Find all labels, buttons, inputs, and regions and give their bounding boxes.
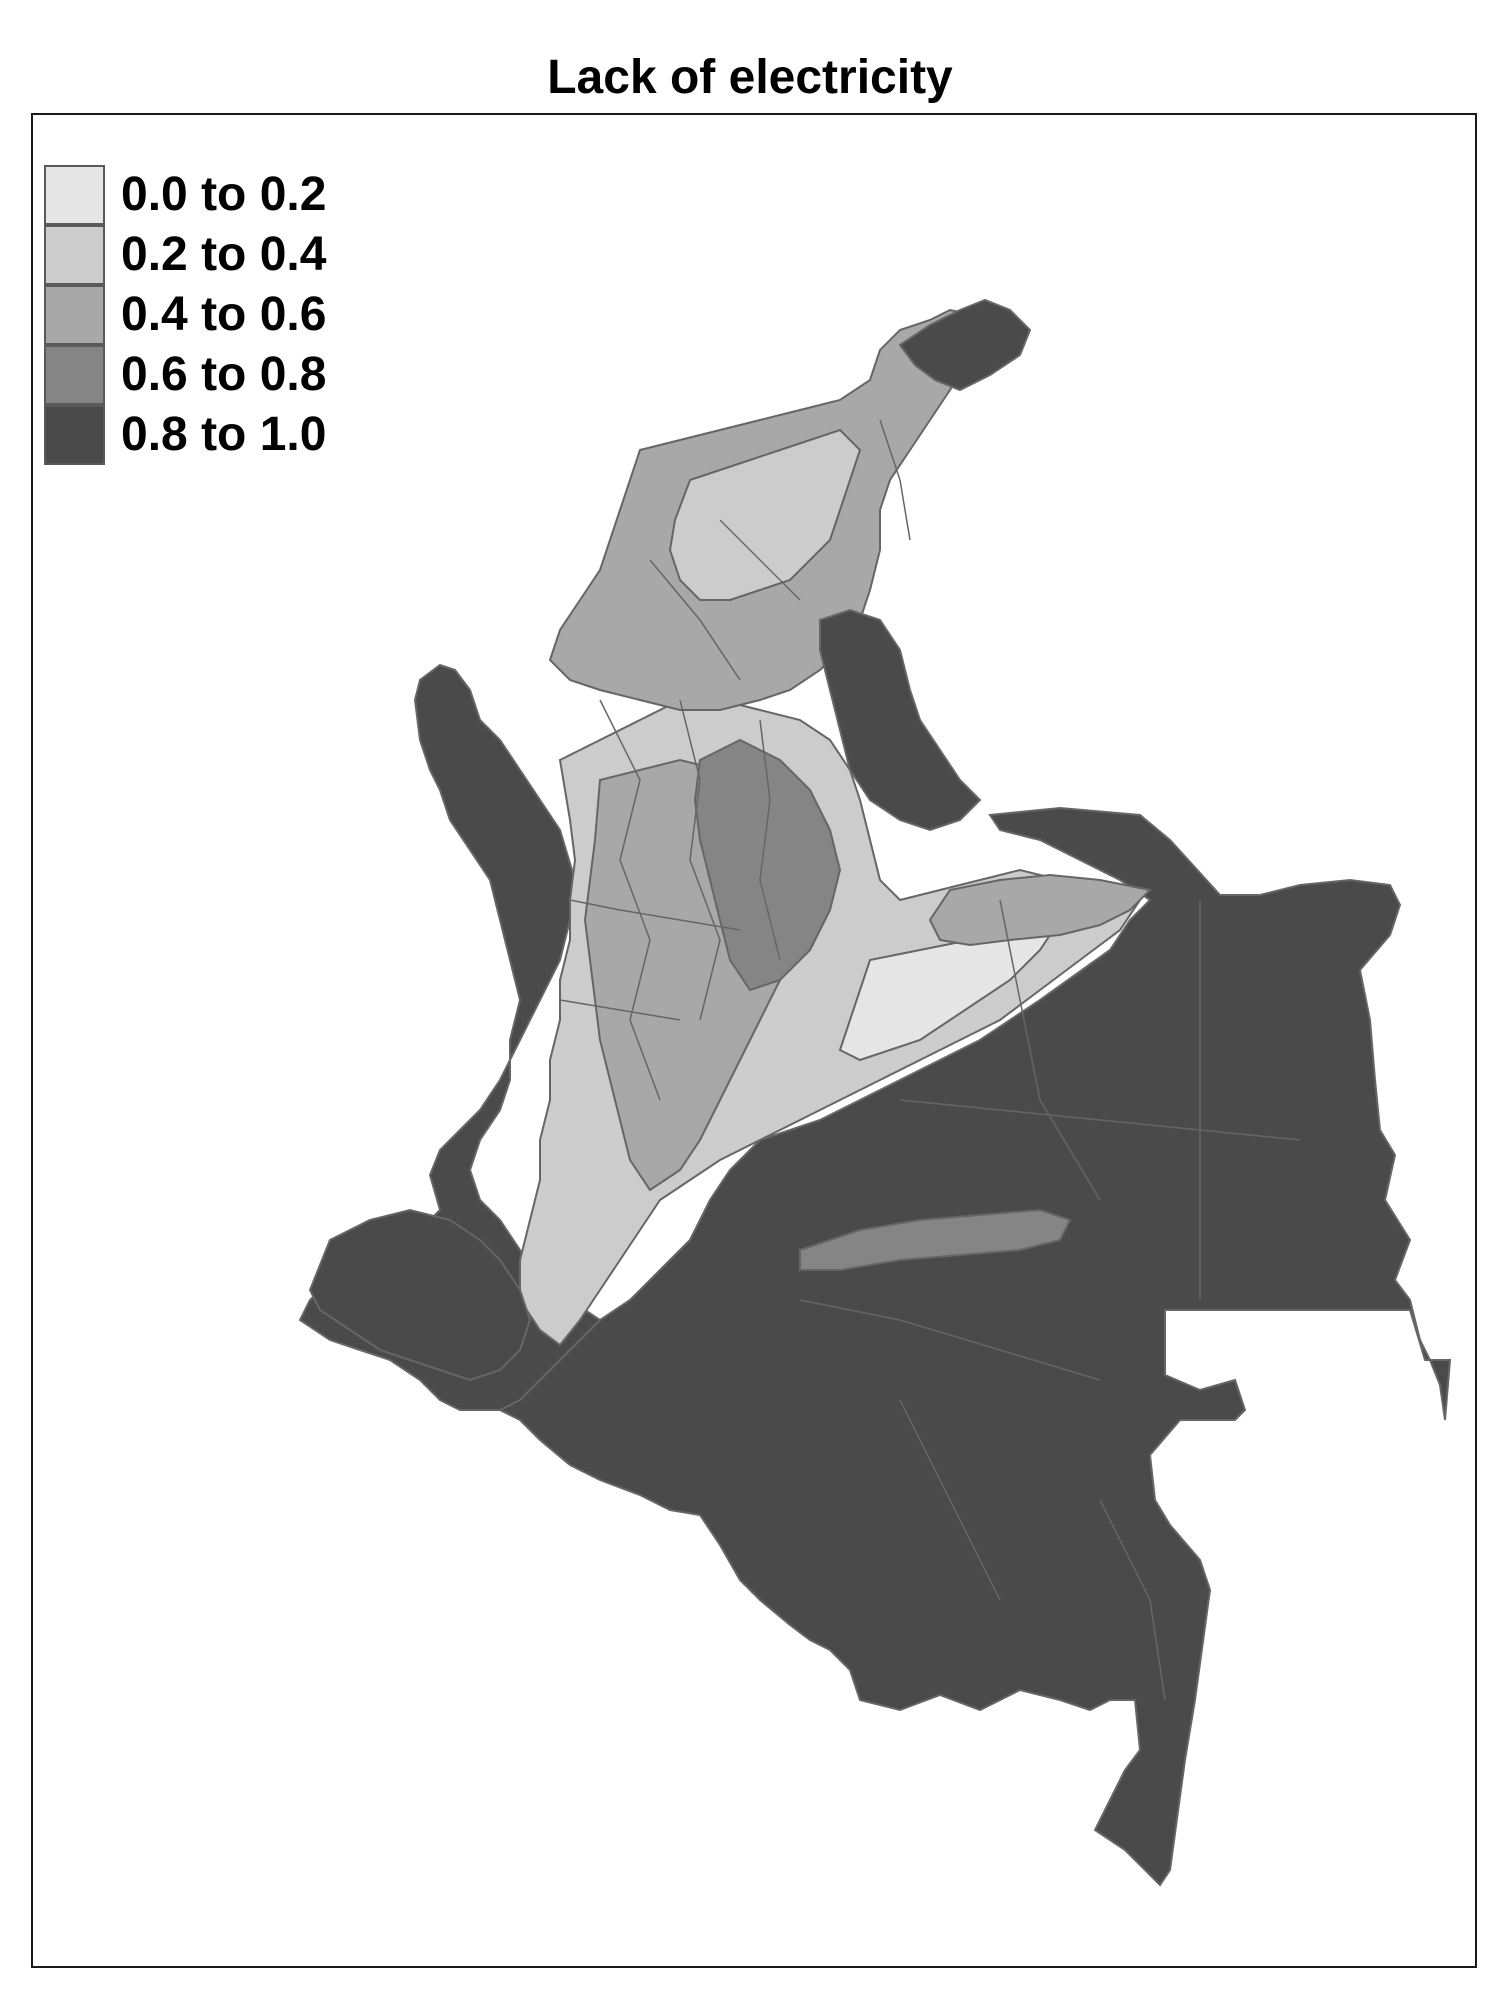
region-llanos-mid	[928, 873, 1153, 947]
legend-item: 0.0 to 0.2	[44, 165, 326, 225]
legend-swatch	[44, 165, 105, 225]
region-andes-dark-cluster	[693, 738, 842, 992]
region-pacific-dark	[298, 663, 602, 1411]
legend-swatch	[44, 285, 105, 345]
legend-item: 0.8 to 1.0	[44, 405, 326, 465]
municipality-borders	[559, 419, 1301, 1701]
legend-item: 0.6 to 0.8	[44, 345, 326, 405]
legend-swatch	[44, 405, 105, 465]
map-title: Lack of electricity	[547, 51, 953, 104]
map-panel-frame	[31, 113, 1477, 1968]
legend-label: 0.8 to 1.0	[121, 408, 327, 461]
legend-label: 0.2 to 0.4	[121, 228, 327, 281]
legend-swatch	[44, 345, 105, 405]
legend: 0.0 to 0.2 0.2 to 0.4 0.4 to 0.6 0.6 to …	[44, 165, 326, 465]
legend-label: 0.4 to 0.6	[121, 288, 327, 341]
legend-swatch	[44, 225, 105, 285]
region-caribbean-light	[668, 428, 862, 601]
region-southwest-dark	[308, 1208, 532, 1382]
region-guaviare-mid	[799, 1208, 1072, 1271]
legend-item: 0.4 to 0.6	[44, 285, 326, 345]
legend-item: 0.2 to 0.4	[44, 225, 326, 285]
region-northeast-dark	[819, 608, 982, 832]
legend-label: 0.0 to 0.2	[121, 168, 327, 221]
region-guajira-dark	[898, 298, 1032, 392]
legend-label: 0.6 to 0.8	[121, 348, 327, 401]
